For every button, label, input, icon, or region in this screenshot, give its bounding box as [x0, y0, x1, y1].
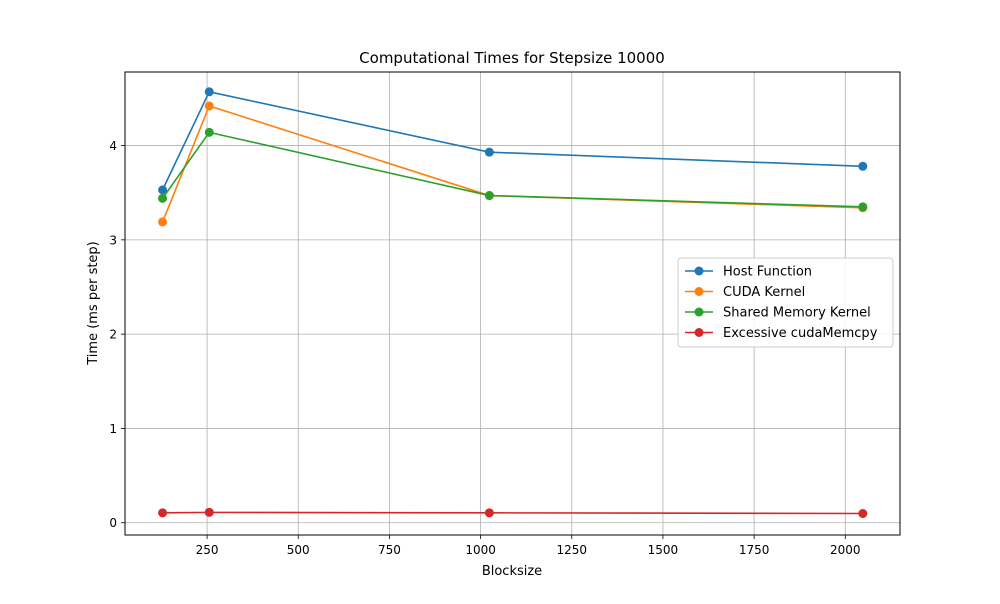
data-point	[858, 161, 868, 171]
x-tick-label: 2000	[830, 543, 861, 557]
legend-label: Host Function	[723, 265, 812, 280]
legend-item: Host Function	[685, 265, 812, 280]
series-line	[162, 511, 863, 515]
legend-marker	[694, 307, 704, 317]
x-tick-label: 1500	[648, 543, 679, 557]
data-point	[858, 509, 868, 519]
series-2	[158, 127, 868, 212]
y-tick-label: 0	[109, 516, 117, 530]
legend-marker	[694, 287, 704, 296]
x-tick-label: 1000	[465, 543, 496, 557]
legend-marker	[694, 266, 704, 276]
data-point	[204, 101, 214, 111]
data-point	[484, 508, 494, 518]
x-tick-label: 1250	[556, 543, 587, 557]
data-point	[204, 127, 214, 137]
legend: Host Function CUDA Kernel Shared Memory Ke…	[677, 257, 894, 348]
plot-frame	[124, 71, 901, 536]
chart-title: Computational Times for Stepsize 10000	[359, 49, 665, 67]
x-tick-label: 500	[287, 543, 310, 557]
series-3	[158, 507, 868, 519]
x-tick-label: 750	[378, 543, 401, 557]
series-line	[161, 131, 863, 208]
data-point	[204, 87, 214, 97]
series-line	[161, 90, 863, 191]
axes: 250 500 750 1000 1250 1500 1750 2000 0 1 2 3 4	[109, 139, 860, 557]
data-point	[484, 191, 494, 201]
x-tick-label: 1750	[739, 543, 770, 557]
legend-box	[677, 257, 894, 348]
legend-label: Shared Memory Kernel	[723, 306, 871, 321]
series-0	[158, 87, 868, 195]
legend-item: Shared Memory Kernel	[685, 306, 871, 321]
x-tick-label: 250	[196, 543, 219, 557]
legend-label: CUDA Kernel	[723, 285, 805, 300]
y-tick-label: 4	[109, 139, 117, 153]
data-point	[158, 193, 168, 203]
legend-item: CUDA Kernel	[685, 285, 805, 300]
data-point	[484, 147, 494, 157]
legend-marker	[694, 328, 704, 337]
series-group	[158, 87, 868, 519]
y-tick-label: 3	[109, 233, 117, 247]
y-tick-label: 1	[109, 422, 117, 436]
data-point	[204, 507, 214, 517]
data-point	[158, 217, 168, 227]
y-tick-label: 2	[109, 328, 117, 342]
data-point	[158, 508, 168, 518]
legend-label: Excessive cudaMemcpy	[723, 326, 878, 341]
data-point	[858, 202, 868, 212]
x-axis-label: Blocksize	[482, 564, 542, 579]
y-axis-label: Time (ms per step)	[86, 241, 101, 366]
legend-item: Excessive cudaMemcpy	[685, 326, 878, 341]
data-point	[158, 185, 168, 195]
